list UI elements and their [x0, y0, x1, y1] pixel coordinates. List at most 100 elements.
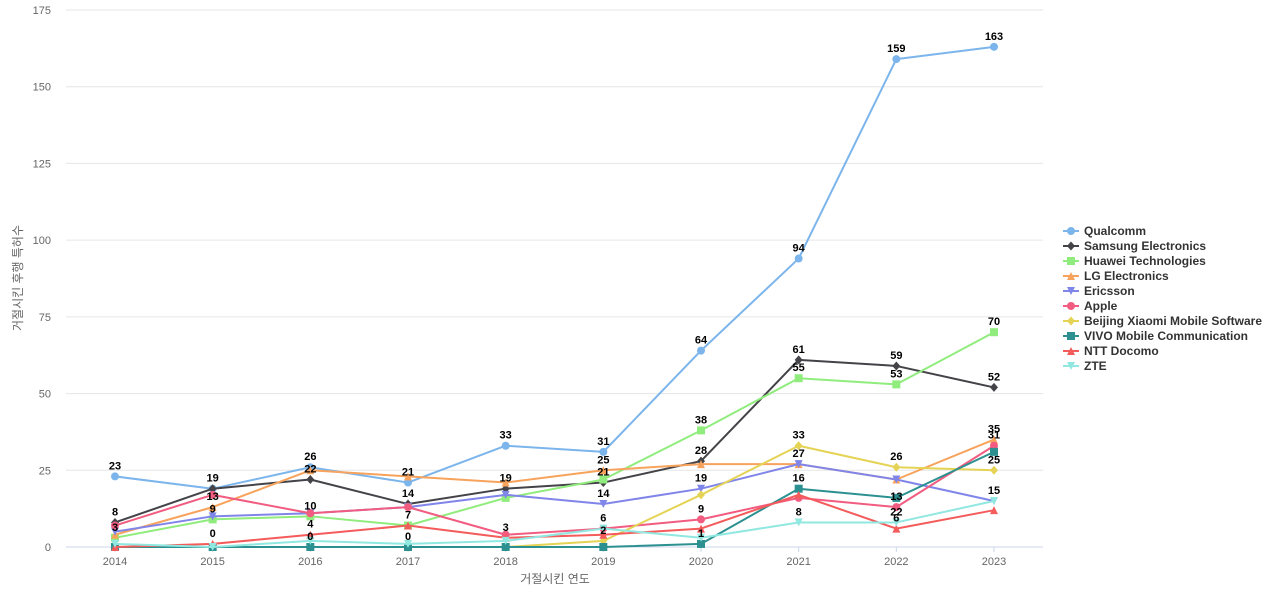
data-label: 94: [793, 243, 806, 255]
x-tick-label: 2018: [493, 556, 517, 568]
series-zte: [111, 496, 998, 551]
x-tick-label: 2023: [982, 556, 1006, 568]
data-point: [697, 490, 705, 500]
data-point: [208, 503, 217, 512]
data-point: [794, 374, 803, 383]
data-label: 19: [695, 473, 707, 485]
data-point: [697, 426, 705, 435]
data-point: [697, 460, 705, 469]
data-point: [599, 475, 608, 484]
legend-item[interactable]: Qualcomm: [1063, 224, 1146, 238]
data-point: [892, 462, 901, 472]
data-point: [306, 466, 315, 475]
x-tick-label: 2021: [786, 556, 810, 568]
legend-item[interactable]: ZTE: [1063, 359, 1107, 373]
data-point: [208, 543, 217, 551]
data-label: 9: [698, 503, 704, 515]
legend-label: ZTE: [1084, 359, 1107, 373]
legend-item[interactable]: NTT Docomo: [1063, 344, 1159, 358]
data-point: [892, 493, 901, 502]
data-label: 6: [893, 513, 899, 525]
data-point: [990, 328, 998, 337]
grid: [66, 9, 1043, 471]
legend-item[interactable]: Samsung Electronics: [1063, 239, 1206, 253]
data-point: [697, 515, 705, 524]
data-label: 13: [207, 491, 219, 503]
legend-symbol: [1067, 272, 1075, 280]
data-label: 0: [307, 531, 313, 543]
data-label: 53: [890, 368, 902, 380]
data-point: [111, 539, 119, 548]
data-label: 14: [597, 488, 610, 500]
series-line: [114, 331, 995, 539]
data-point: [990, 447, 998, 456]
y-tick-label: 50: [39, 389, 51, 401]
data-point: [990, 435, 998, 444]
legend-label: Apple: [1084, 299, 1118, 313]
data-point: [794, 460, 803, 469]
data-label: 159: [887, 43, 905, 55]
data-label: 16: [793, 473, 805, 485]
data-point: [599, 466, 608, 475]
legend-label: Ericsson: [1084, 284, 1135, 298]
legend-item[interactable]: Beijing Xiaomi Mobile Software: [1063, 314, 1262, 328]
data-point: [990, 506, 998, 515]
series-line: [114, 493, 995, 548]
data-label: 21: [402, 467, 414, 479]
series-ericsson: [111, 460, 998, 536]
data-label: 6: [600, 513, 606, 525]
data-label: 163: [985, 31, 1003, 43]
legend-label: Qualcomm: [1084, 224, 1146, 238]
data-label: 19: [207, 473, 219, 485]
data-point: [892, 380, 901, 389]
legend-symbol: [1067, 347, 1075, 355]
data-label: 7: [405, 510, 411, 522]
data-label: 31: [988, 430, 1000, 442]
data-label: 8: [796, 506, 802, 518]
legend-label: Beijing Xiaomi Mobile Software: [1084, 314, 1262, 328]
legend-label: LG Electronics: [1084, 269, 1169, 283]
series-lines: [111, 42, 998, 552]
data-point: [599, 524, 608, 533]
data-point: [794, 518, 803, 527]
data-label: 28: [695, 445, 707, 457]
data-point: [306, 536, 315, 545]
legend-symbol: [1067, 302, 1075, 310]
legend-item[interactable]: Ericsson: [1063, 284, 1135, 298]
data-point: [306, 474, 315, 484]
series-line: [114, 438, 995, 536]
data-label: 22: [304, 463, 316, 475]
legend-label: NTT Docomo: [1084, 344, 1159, 358]
data-point: [599, 543, 608, 551]
data-label: 3: [112, 522, 118, 534]
legend-item[interactable]: Huawei Technologies: [1063, 254, 1206, 268]
data-point: [404, 478, 412, 487]
data-point: [794, 355, 803, 365]
data-labels: 2319262133316494159163822141921286159523…: [109, 31, 1003, 543]
data-point: [111, 527, 119, 536]
series-line: [114, 499, 995, 548]
legend-item[interactable]: VIVO Mobile Communication: [1063, 329, 1248, 343]
data-point: [208, 512, 217, 521]
data-label: 33: [500, 430, 512, 442]
data-point: [990, 465, 998, 475]
y-tick-label: 125: [33, 158, 51, 170]
legend-label: VIVO Mobile Communication: [1084, 329, 1248, 343]
data-label: 38: [695, 414, 707, 426]
legend-symbol: [1067, 362, 1075, 370]
data-label: 31: [597, 436, 609, 448]
y-axis-title: 거절시킨 후행 특허수: [10, 225, 25, 331]
data-point: [892, 55, 901, 64]
data-point: [111, 521, 119, 530]
legend-symbol: [1067, 257, 1075, 265]
legend-item[interactable]: LG Electronics: [1063, 269, 1169, 283]
data-label: 1: [698, 528, 704, 540]
data-point: [599, 500, 608, 509]
series-line: [115, 450, 995, 548]
data-label: 2: [600, 525, 606, 537]
data-point: [306, 543, 315, 551]
data-point: [501, 478, 510, 487]
legend-item[interactable]: Apple: [1063, 299, 1118, 313]
